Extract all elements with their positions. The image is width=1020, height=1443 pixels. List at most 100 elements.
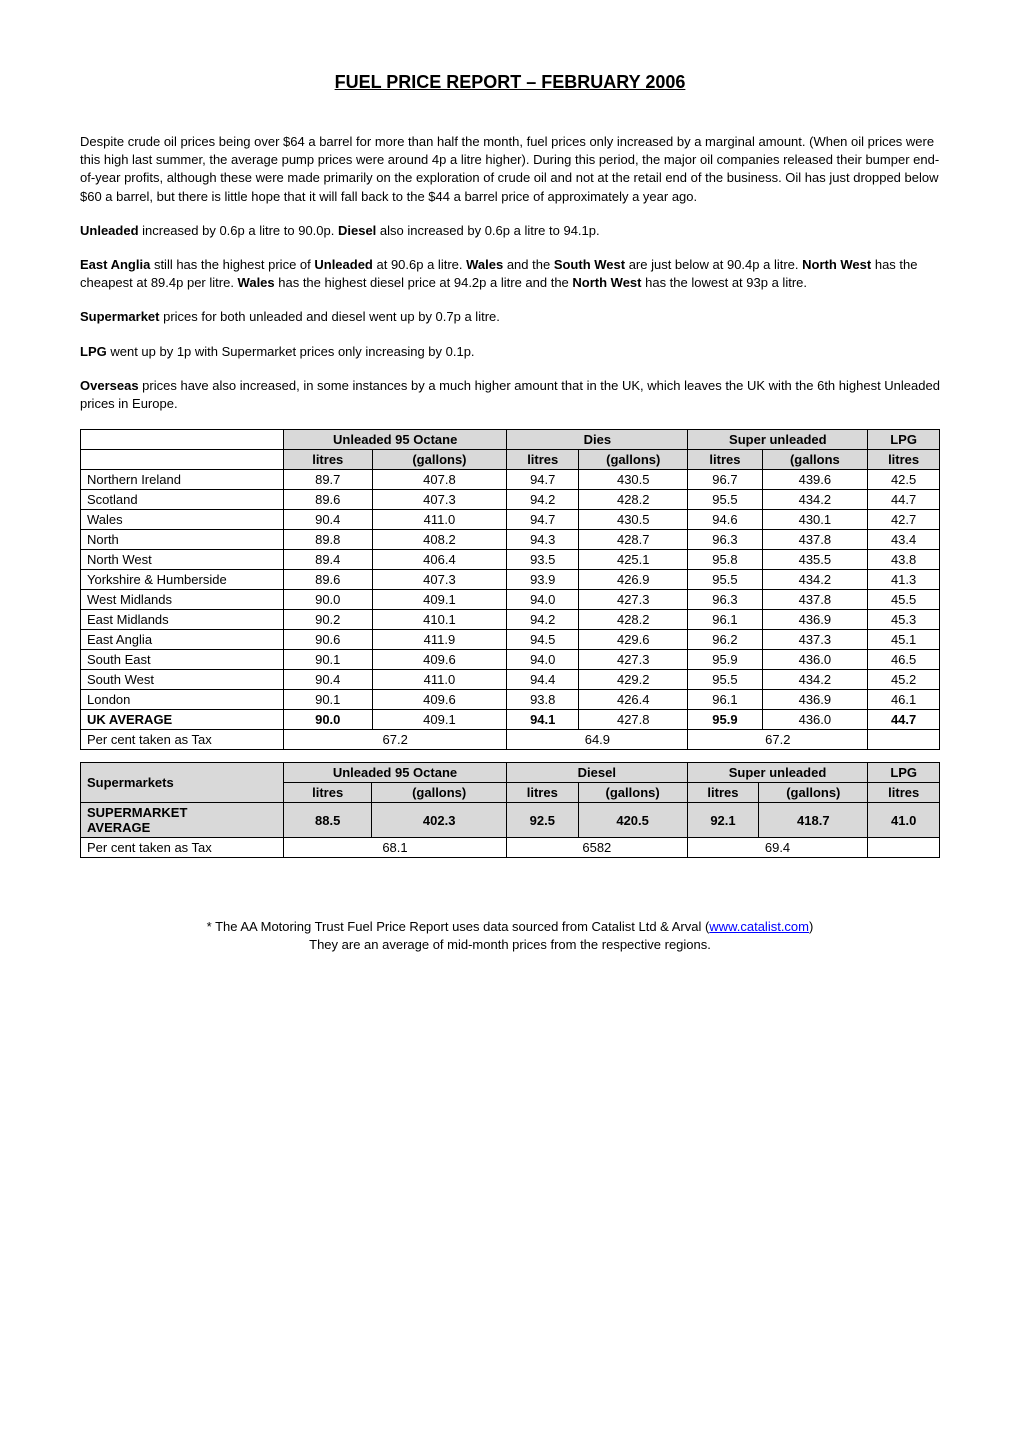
price-value: 44.7 bbox=[868, 490, 940, 510]
litres-subheader: litres bbox=[507, 450, 579, 470]
price-value: 94.7 bbox=[507, 510, 579, 530]
diesel-header: Dies bbox=[507, 430, 688, 450]
text: went up by 1p with Supermarket prices on… bbox=[107, 344, 475, 359]
wales-label: Wales bbox=[238, 275, 275, 290]
price-value: 437.3 bbox=[762, 630, 868, 650]
footnote: * The AA Motoring Trust Fuel Price Repor… bbox=[80, 918, 940, 954]
price-value: 95.9 bbox=[688, 650, 762, 670]
price-value: 89.6 bbox=[284, 570, 373, 590]
litres-subheader: litres bbox=[284, 450, 373, 470]
super-unleaded-header: Super unleaded bbox=[688, 430, 868, 450]
price-value: 409.6 bbox=[372, 690, 507, 710]
unleaded-header: Unleaded 95 Octane bbox=[284, 763, 507, 783]
price-value: 426.9 bbox=[579, 570, 688, 590]
price-value: 434.2 bbox=[762, 570, 868, 590]
price-value: 89.7 bbox=[284, 470, 373, 490]
table-row: London90.1409.693.8426.496.1436.946.1 bbox=[81, 690, 940, 710]
text: increased by 0.6p a litre to 90.0p. bbox=[139, 223, 338, 238]
price-value: 407.8 bbox=[372, 470, 507, 490]
avg-value: 41.0 bbox=[868, 803, 940, 838]
price-value: 94.4 bbox=[507, 670, 579, 690]
tax-row: Per cent taken as Tax 67.2 64.9 67.2 bbox=[81, 730, 940, 750]
price-value: 430.1 bbox=[762, 510, 868, 530]
region-name: London bbox=[81, 690, 284, 710]
regional-summary: East Anglia still has the highest price … bbox=[80, 256, 940, 292]
lpg-header: LPG bbox=[868, 763, 940, 783]
price-value: 410.1 bbox=[372, 610, 507, 630]
price-value: 46.1 bbox=[868, 690, 940, 710]
east-anglia-label: East Anglia bbox=[80, 257, 150, 272]
litres-subheader: litres bbox=[284, 783, 372, 803]
price-value: 429.2 bbox=[579, 670, 688, 690]
tax-row: Per cent taken as Tax 68.1 6582 69.4 bbox=[81, 838, 940, 858]
price-value: 94.5 bbox=[507, 630, 579, 650]
price-value: 43.8 bbox=[868, 550, 940, 570]
price-value: 89.6 bbox=[284, 490, 373, 510]
avg-value: 427.8 bbox=[579, 710, 688, 730]
price-value: 428.2 bbox=[579, 610, 688, 630]
price-value: 94.0 bbox=[507, 590, 579, 610]
region-name: South East bbox=[81, 650, 284, 670]
tax-value: 6582 bbox=[506, 838, 687, 858]
price-value: 96.1 bbox=[688, 690, 762, 710]
price-value: 95.5 bbox=[688, 670, 762, 690]
price-value: 96.7 bbox=[688, 470, 762, 490]
gallons-subheader: (gallons) bbox=[759, 783, 868, 803]
table-row: East Anglia90.6411.994.5429.696.2437.345… bbox=[81, 630, 940, 650]
price-value: 95.8 bbox=[688, 550, 762, 570]
price-value: 93.8 bbox=[507, 690, 579, 710]
gallons-subheader: (gallons) bbox=[372, 450, 507, 470]
unleaded-header: Unleaded 95 Octane bbox=[284, 430, 507, 450]
price-value: 427.3 bbox=[579, 650, 688, 670]
region-name: East Anglia bbox=[81, 630, 284, 650]
table-row: South West90.4411.094.4429.295.5434.245.… bbox=[81, 670, 940, 690]
price-value: 430.5 bbox=[579, 470, 688, 490]
tax-value: 68.1 bbox=[284, 838, 507, 858]
text: has the lowest at 93p a litre. bbox=[642, 275, 807, 290]
region-name: West Midlands bbox=[81, 590, 284, 610]
price-value: 436.9 bbox=[762, 610, 868, 630]
avg-value: 94.1 bbox=[507, 710, 579, 730]
price-value: 428.2 bbox=[579, 490, 688, 510]
price-value: 436.9 bbox=[762, 690, 868, 710]
uk-average-label: UK AVERAGE bbox=[81, 710, 284, 730]
price-value: 411.0 bbox=[372, 510, 507, 530]
catalist-link[interactable]: www.catalist.com bbox=[709, 919, 809, 934]
text: has the highest diesel price at 94.2p a … bbox=[275, 275, 573, 290]
price-value: 46.5 bbox=[868, 650, 940, 670]
region-name: South West bbox=[81, 670, 284, 690]
text: prices have also increased, in some inst… bbox=[80, 378, 940, 411]
price-value: 94.6 bbox=[688, 510, 762, 530]
price-value: 94.7 bbox=[507, 470, 579, 490]
price-value: 411.9 bbox=[372, 630, 507, 650]
supermarkets-label: Supermarkets bbox=[81, 763, 284, 803]
price-value: 436.0 bbox=[762, 650, 868, 670]
price-value: 94.3 bbox=[507, 530, 579, 550]
price-value: 90.1 bbox=[284, 650, 373, 670]
table-header-row: Supermarkets Unleaded 95 Octane Diesel S… bbox=[81, 763, 940, 783]
price-value: 407.3 bbox=[372, 490, 507, 510]
price-value: 435.5 bbox=[762, 550, 868, 570]
supermarket-average-row: SUPERMARKET AVERAGE 88.5 402.3 92.5 420.… bbox=[81, 803, 940, 838]
price-value: 94.2 bbox=[507, 490, 579, 510]
table-row: Scotland89.6407.394.2428.295.5434.244.7 bbox=[81, 490, 940, 510]
region-name: Scotland bbox=[81, 490, 284, 510]
diesel-header: Diesel bbox=[506, 763, 687, 783]
avg-value: 90.0 bbox=[284, 710, 373, 730]
price-value: 90.0 bbox=[284, 590, 373, 610]
price-value: 96.2 bbox=[688, 630, 762, 650]
price-value: 426.4 bbox=[579, 690, 688, 710]
price-value: 45.3 bbox=[868, 610, 940, 630]
table-row: Northern Ireland89.7407.894.7430.596.743… bbox=[81, 470, 940, 490]
price-value: 439.6 bbox=[762, 470, 868, 490]
price-value: 42.5 bbox=[868, 470, 940, 490]
supermarket-price-table: Supermarkets Unleaded 95 Octane Diesel S… bbox=[80, 762, 940, 858]
footnote-text: ) bbox=[809, 919, 813, 934]
supermarket-average-label: SUPERMARKET AVERAGE bbox=[81, 803, 284, 838]
region-name: North West bbox=[81, 550, 284, 570]
table-row: West Midlands90.0409.194.0427.396.3437.8… bbox=[81, 590, 940, 610]
gallons-subheader: (gallons bbox=[762, 450, 868, 470]
table-row: South East90.1409.694.0427.395.9436.046.… bbox=[81, 650, 940, 670]
price-value: 90.1 bbox=[284, 690, 373, 710]
tax-value: 69.4 bbox=[687, 838, 868, 858]
